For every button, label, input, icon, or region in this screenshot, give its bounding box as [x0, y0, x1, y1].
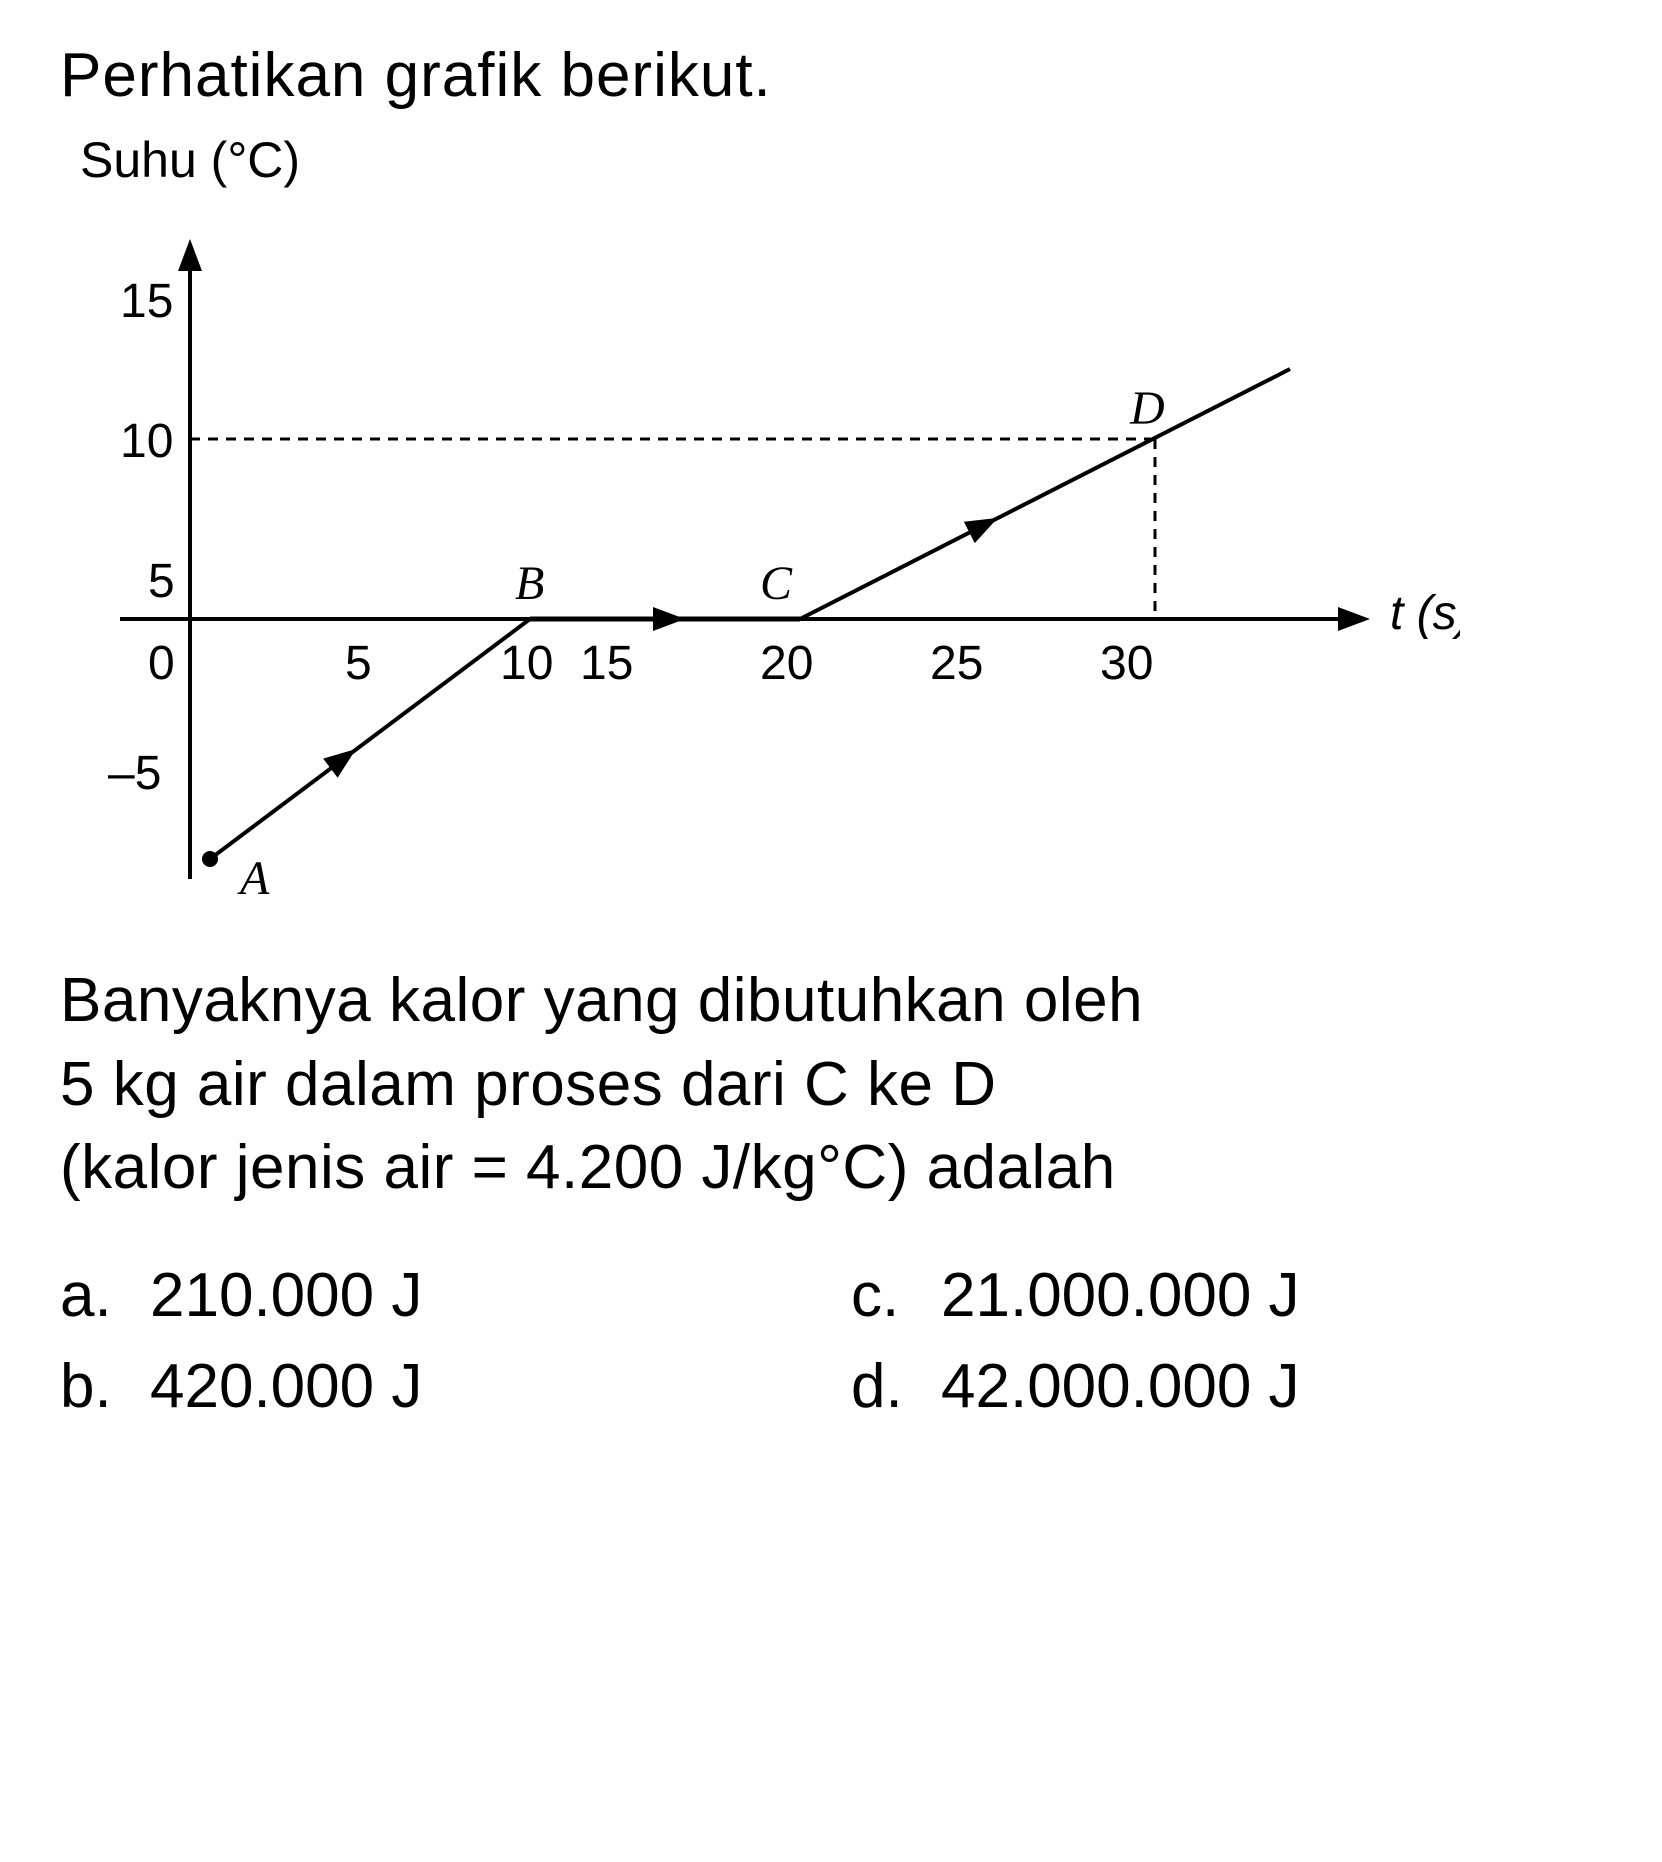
- x-axis-label: t (s): [1390, 587, 1460, 640]
- option-a: a. 210.000 J: [60, 1260, 811, 1331]
- point-label-a: A: [237, 852, 270, 899]
- x-tick-20: 20: [760, 637, 813, 690]
- point-label-d: D: [1129, 382, 1165, 435]
- x-tick-10: 10: [500, 637, 553, 690]
- y-tick-5: 5: [148, 555, 175, 608]
- arrow-cd-icon: [964, 507, 1003, 543]
- y-tick-0: 0: [148, 637, 175, 690]
- question-line-1: Banyaknya kalor yang dibutuhkan oleh: [60, 966, 1143, 1035]
- option-letter-b: b.: [60, 1351, 150, 1422]
- option-b: b. 420.000 J: [60, 1351, 811, 1422]
- x-tick-30: 30: [1100, 637, 1153, 690]
- x-tick-5: 5: [345, 637, 372, 690]
- x-tick-15: 15: [580, 637, 633, 690]
- question-line-2: 5 kg air dalam proses dari C ke D: [60, 1050, 997, 1119]
- line-segment-cd: [800, 369, 1290, 619]
- chart-svg: 15 10 5 0 –5 5 10 15 20 25 30: [60, 199, 1460, 899]
- y-axis-arrow-icon: [178, 239, 202, 271]
- point-label-c: C: [760, 557, 793, 610]
- y-tick-15: 15: [120, 275, 173, 328]
- x-tick-25: 25: [930, 637, 983, 690]
- options-grid: a. 210.000 J c. 21.000.000 J b. 420.000 …: [60, 1260, 1602, 1422]
- chart-area: 15 10 5 0 –5 5 10 15 20 25 30: [60, 199, 1460, 899]
- y-tick-10: 10: [120, 415, 173, 468]
- option-letter-d: d.: [851, 1351, 941, 1422]
- option-letter-a: a.: [60, 1260, 150, 1331]
- option-text-d: 42.000.000 J: [941, 1351, 1300, 1422]
- point-label-b: B: [515, 557, 544, 610]
- option-text-c: 21.000.000 J: [941, 1260, 1300, 1331]
- question-text: Banyaknya kalor yang dibutuhkan oleh 5 k…: [60, 959, 1602, 1210]
- point-a-marker: [202, 851, 218, 867]
- y-tick-neg5: –5: [108, 747, 161, 800]
- option-d: d. 42.000.000 J: [851, 1351, 1602, 1422]
- question-line-3: (kalor jenis air = 4.200 J/kg°C) adalah: [60, 1133, 1116, 1202]
- option-letter-c: c.: [851, 1260, 941, 1331]
- option-c: c. 21.000.000 J: [851, 1260, 1602, 1331]
- arrow-bc-icon: [653, 607, 685, 631]
- problem-title: Perhatikan grafik berikut.: [60, 40, 1602, 111]
- option-text-b: 420.000 J: [150, 1351, 422, 1422]
- x-axis-arrow-icon: [1338, 607, 1370, 631]
- option-text-a: 210.000 J: [150, 1260, 422, 1331]
- y-axis-label: Suhu (°C): [80, 131, 1602, 189]
